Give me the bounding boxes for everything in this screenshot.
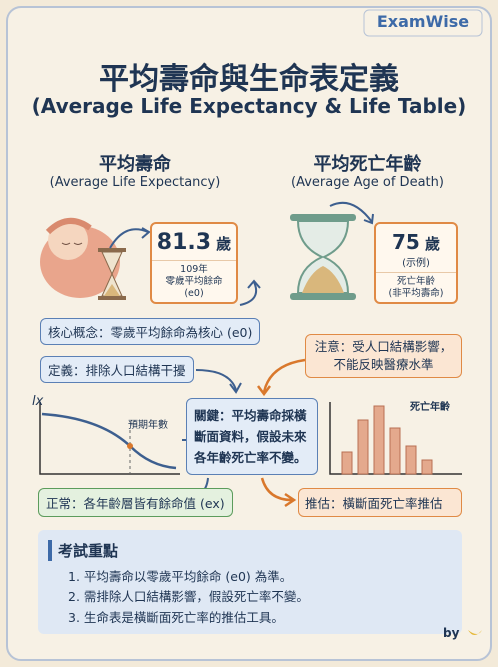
right-heading-en: (Average Age of Death) [291,175,444,190]
key-line: 關鍵：平均壽命採橫 [194,408,307,423]
bars-label: 死亡年齡 [410,402,450,413]
footer-icon [468,630,482,635]
lx-chart [39,402,180,475]
baby-illustration [40,218,120,298]
brand-box [363,9,483,37]
title: 平均壽命與生命表定義 [99,62,399,97]
brand: ExamWise [376,12,470,31]
subtitle: (Average Life Expectancy & Life Table) [31,94,467,118]
death-age-note: (示例) [402,258,430,269]
caption-line: 109年 [180,264,208,275]
left-heading: 平均壽命 [99,154,171,175]
exam-box: 考試重點 1. 平均壽命以零歲平均餘命 (e0) 為準。 2. 需排除人口結構影… [38,530,462,634]
hourglass-left [98,248,126,300]
key-line: 斷面資料，假設未來 [194,429,307,444]
curve-axis-label: lx [32,394,44,409]
exam-item: 1. 平均壽命以零歲平均餘命 (e0) 為準。 [68,569,293,584]
life-expectancy-value: 81.3 [156,230,212,255]
life-expectancy-unit: 歲 [216,235,232,253]
death-age-unit: 歲 [424,235,440,253]
caption-line: 死亡年齡 [396,276,435,287]
estimate-box: 推估：橫斷面死亡率推估 [298,488,462,517]
key-line: 各年齡死亡率不變。 [194,450,307,465]
death-age-value: 75 [392,230,420,254]
right-heading: 平均死亡年齡 [313,154,422,175]
orange-arrows [257,358,306,508]
normal-box: 正常：各年齡層皆有餘命值 (ex) [38,488,233,517]
death-age-card: 75 歲 (示例) 死亡年齡 (非平均壽命) [374,222,458,304]
exam-item: 2. 需排除人口結構影響，假設死亡率不變。 [68,589,309,604]
caution-box: 注意：受人口結構影響， 不能反映醫療水準 [305,334,462,378]
death-age-bars [329,402,462,475]
footer: by [443,626,460,640]
caption-line: (非平均壽命) [388,288,444,299]
concept-box: 核心概念：零歲平均餘命為核心 (e0) [40,318,261,345]
hourglass-right [290,214,356,300]
caption-line: (e0) [184,288,204,299]
exam-item: 3. 生命表是橫斷面死亡率的推估工具。 [68,610,284,625]
exam-title: 考試重點 [48,540,118,561]
curve-annotation: 預期年數 [128,420,168,431]
key-box: 關鍵：平均壽命採橫 斷面資料，假設未來 各年齡死亡率不變。 [186,398,318,475]
caution-line: 注意：受人口結構影響， [314,339,453,354]
caption-line: 零歲平均餘命 [165,276,223,287]
life-expectancy-card: 81.3 歲 109年 零歲平均餘命 (e0) [150,222,238,304]
left-heading-en: (Average Life Expectancy) [49,175,221,190]
definition-box: 定義：排除人口結構干擾 [40,356,194,383]
caution-line: 不能反映醫療水準 [333,357,434,372]
